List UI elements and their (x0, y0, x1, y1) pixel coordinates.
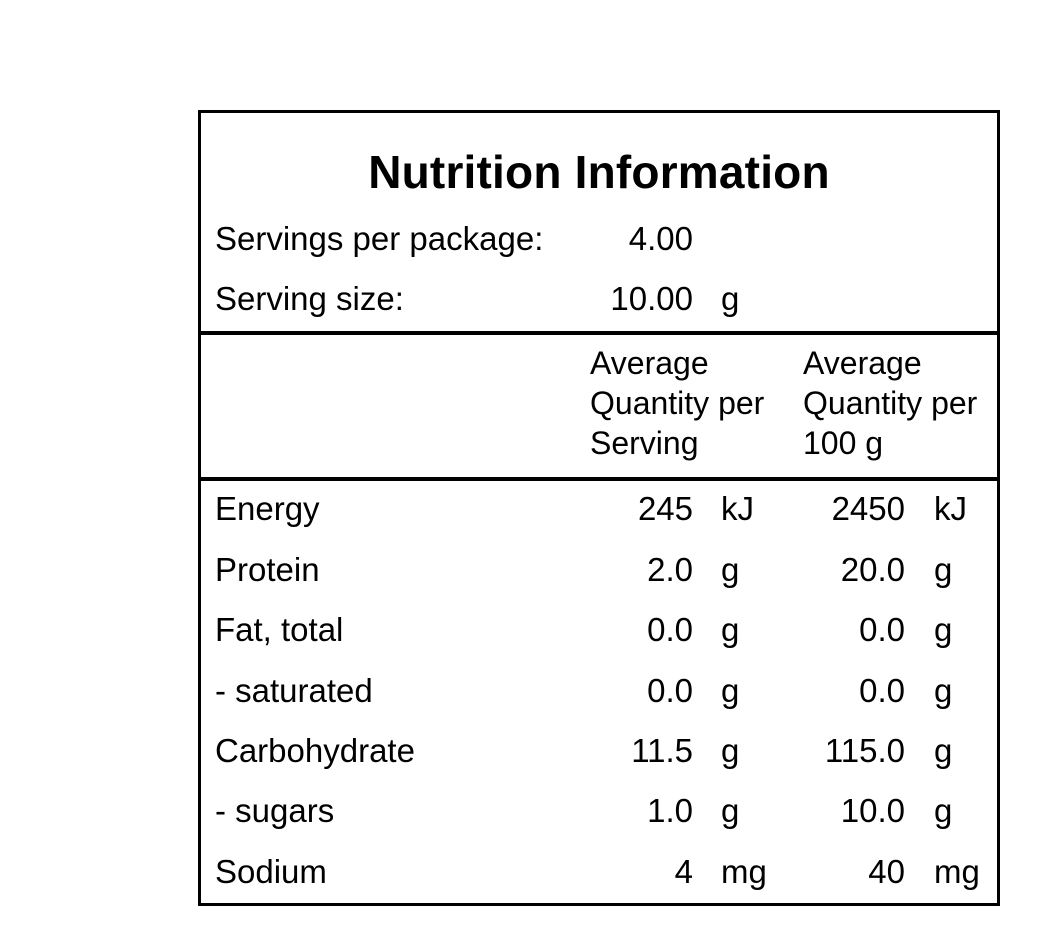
per100-value: 115.0 (824, 732, 905, 769)
per100-unit: mg (934, 853, 980, 890)
per100-value: 20.0 (840, 551, 905, 588)
per100-value: 0.0 (859, 672, 905, 709)
nutrient-name: - sugars (215, 792, 335, 829)
per100-unit: kJ (934, 490, 967, 527)
per100-value: 2450 (831, 490, 905, 527)
column-header-per-serving: Average Quantity per Serving (590, 345, 765, 461)
serving-unit: mg (721, 853, 767, 890)
serving-value: 4 (674, 853, 693, 890)
servings-per-package-value: 4.00 (628, 220, 693, 257)
nutrient-name: Fat, total (215, 611, 344, 648)
serving-size-value: 10.00 (610, 280, 693, 317)
serving-unit: kJ (721, 490, 754, 527)
serving-size-unit: g (721, 280, 740, 317)
serving-size-label: Serving size: (215, 280, 404, 317)
per100-value: 10.0 (840, 792, 905, 829)
nutrient-name: Protein (215, 551, 320, 588)
nutrient-name: Sodium (215, 853, 327, 890)
servings-per-package-label: Servings per package: (215, 220, 544, 257)
nutrient-name: - saturated (215, 672, 373, 709)
divider-top (201, 331, 997, 335)
per100-value: 40 (868, 853, 905, 890)
panel-title: Nutrition Information (368, 146, 830, 198)
serving-value: 245 (637, 490, 693, 527)
serving-unit: g (721, 732, 740, 769)
per100-unit: g (934, 792, 953, 829)
nutrition-panel: Nutrition Information Servings per packa… (198, 110, 1000, 906)
serving-value: 2.0 (647, 551, 693, 588)
per100-unit: g (934, 611, 953, 648)
per100-unit: g (934, 672, 953, 709)
serving-unit: g (721, 611, 740, 648)
serving-value: 0.0 (647, 611, 693, 648)
serving-value: 1.0 (647, 792, 693, 829)
per100-value: 0.0 (859, 611, 905, 648)
serving-unit: g (721, 672, 740, 709)
serving-unit: g (721, 551, 740, 588)
serving-value: 11.5 (631, 732, 693, 769)
serving-unit: g (721, 792, 740, 829)
column-header-per-100g: Average Quantity per 100 g (803, 345, 978, 461)
divider-header (201, 477, 997, 481)
nutrient-name: Energy (215, 490, 320, 527)
per100-unit: g (934, 551, 953, 588)
nutrient-name: Carbohydrate (215, 732, 415, 769)
per100-unit: g (934, 732, 953, 769)
serving-value: 0.0 (647, 672, 693, 709)
